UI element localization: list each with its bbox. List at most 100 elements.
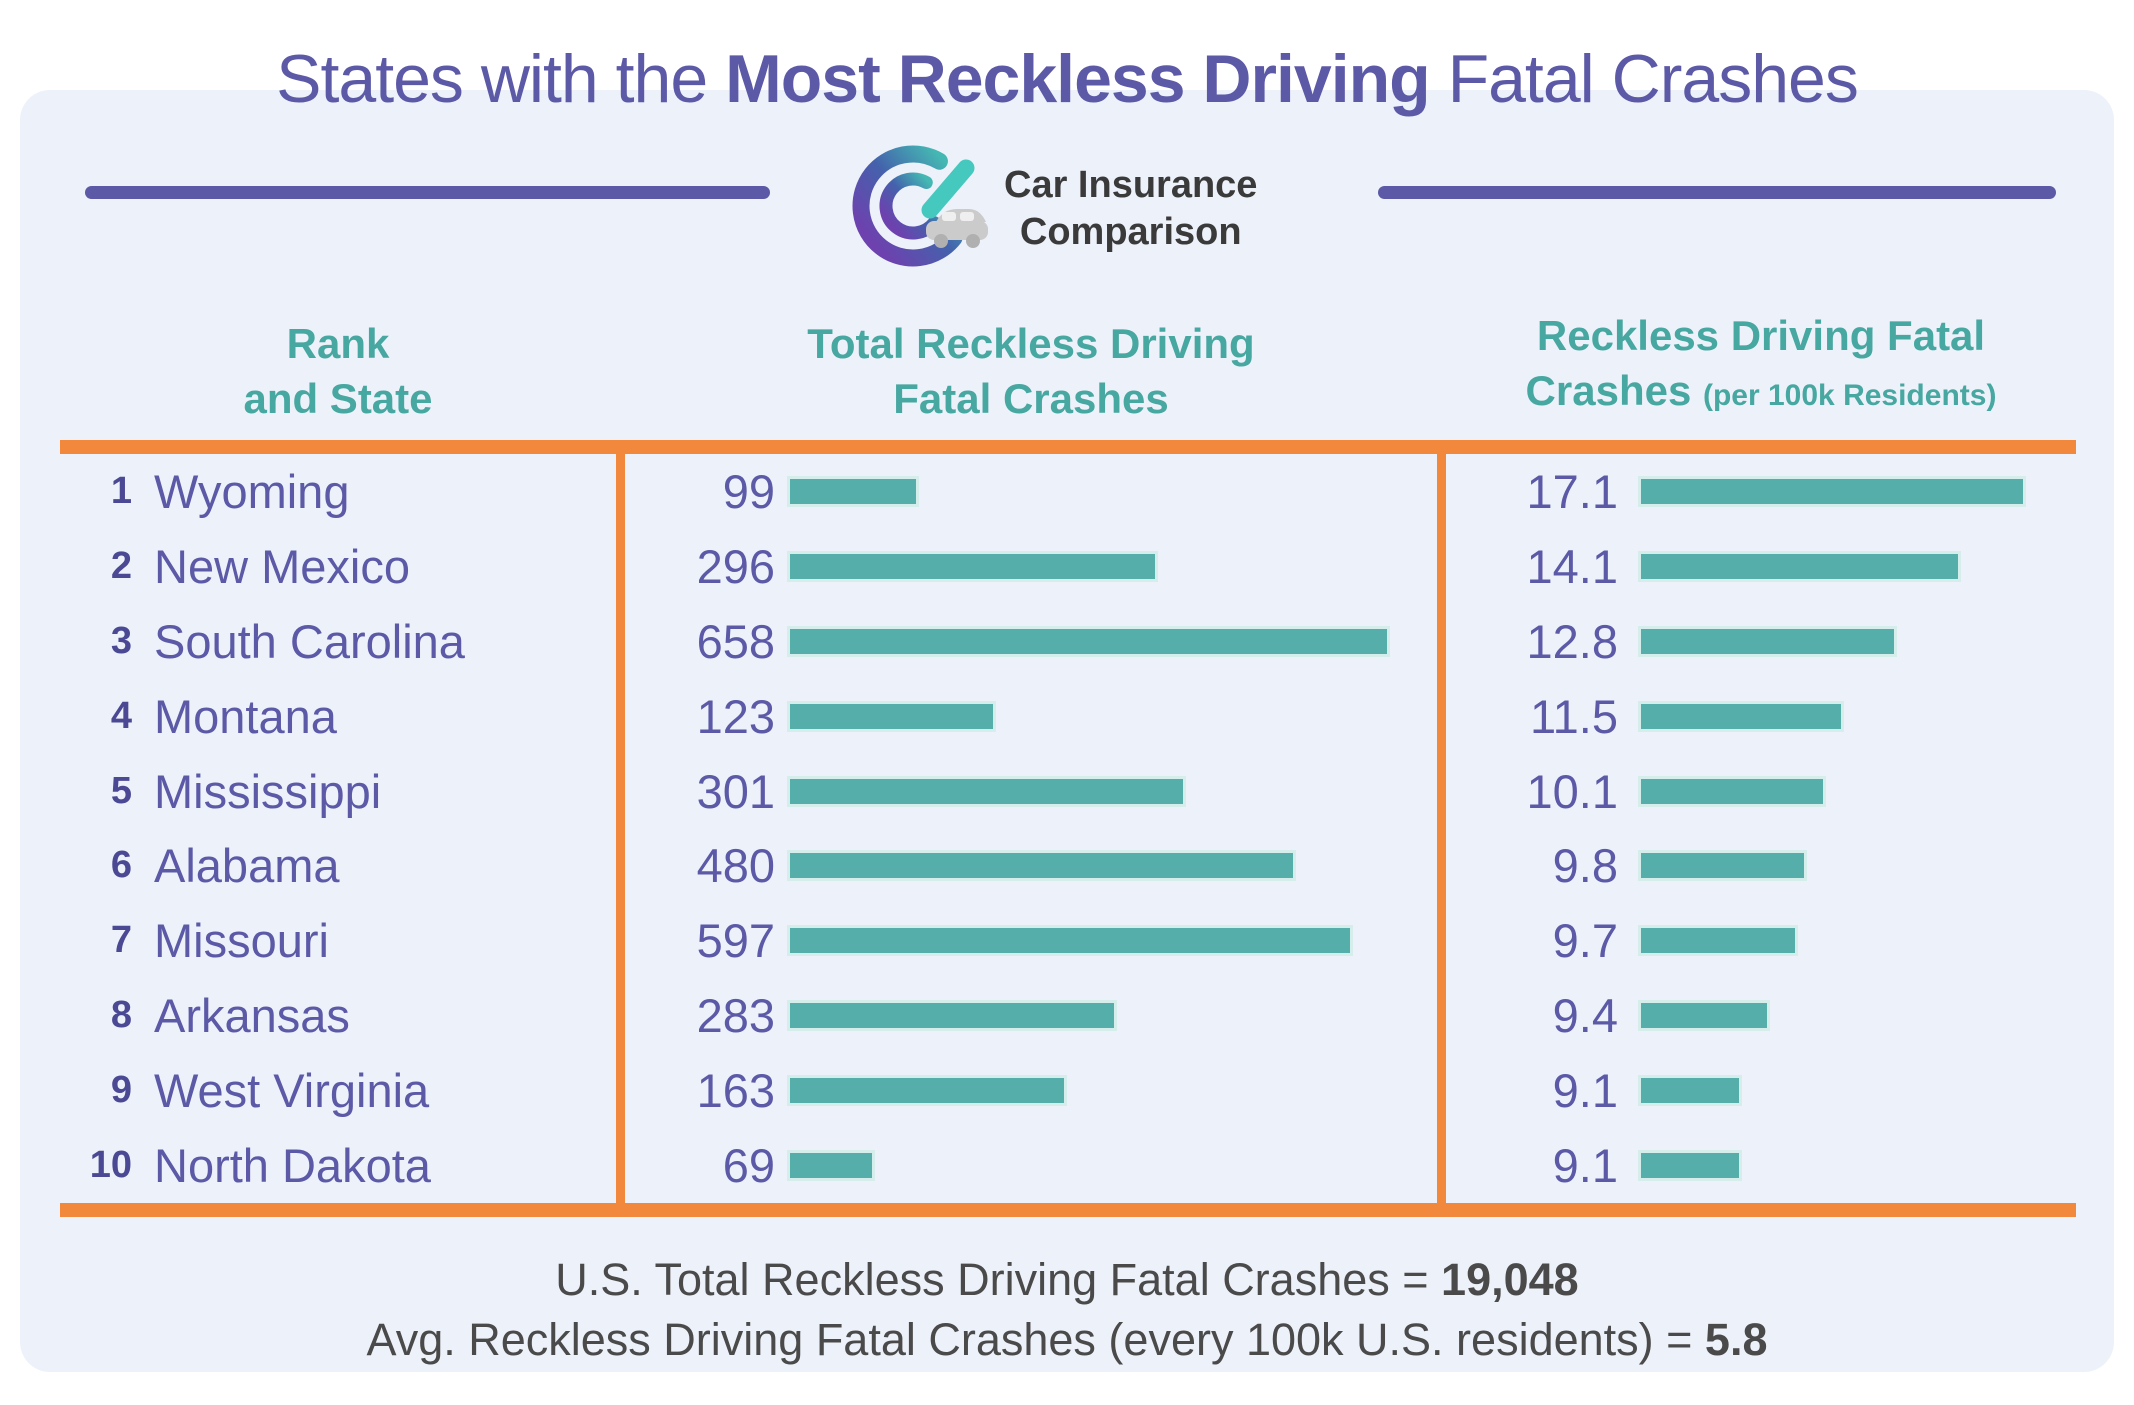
table-row: 9 West Virginia 163 9.1 — [60, 1063, 2076, 1118]
per100k-value: 9.4 — [1552, 989, 1618, 1043]
total-value: 597 — [696, 914, 775, 968]
table-row: 1 Wyoming 99 17.1 — [60, 464, 2076, 519]
footer-line2-text: Avg. Reckless Driving Fatal Crashes (eve… — [366, 1313, 1705, 1365]
total-bar — [787, 1000, 1117, 1032]
per100k-value: 14.1 — [1526, 539, 1618, 593]
per100k-cell: 14.1 — [1446, 539, 2076, 594]
table-border-bottom — [60, 1203, 2076, 1217]
table-divider-2 — [1437, 440, 1446, 1217]
per100k-bar — [1638, 1000, 1770, 1032]
footer-line2-value: 5.8 — [1704, 1313, 1768, 1365]
total-value: 658 — [696, 614, 775, 668]
rank-state-cell: 10 North Dakota — [60, 1138, 625, 1193]
per100k-cell: 9.8 — [1446, 838, 2076, 893]
total-value: 123 — [696, 689, 775, 743]
rank-label: 10 — [89, 1143, 132, 1186]
state-label: Wyoming — [154, 464, 350, 518]
total-value: 283 — [696, 989, 775, 1043]
per100k-value: 9.7 — [1552, 914, 1618, 968]
total-bar — [787, 550, 1158, 582]
per100k-value: 9.1 — [1552, 1138, 1618, 1192]
car-icon — [926, 209, 988, 248]
table-border-top — [60, 440, 2076, 454]
brand-logo-text: Car Insurance Comparison — [1004, 162, 1257, 255]
total-cell: 296 — [625, 539, 1446, 594]
per100k-bar — [1638, 700, 1844, 732]
per100k-bar — [1638, 925, 1798, 957]
rank-state-cell: 4 Montana — [60, 689, 625, 744]
per100k-bar — [1638, 850, 1807, 882]
rank-label: 9 — [110, 1069, 132, 1112]
per100k-value: 17.1 — [1526, 464, 1618, 518]
total-cell: 658 — [625, 614, 1446, 669]
rank-label: 3 — [110, 619, 132, 662]
total-cell: 283 — [625, 988, 1446, 1043]
brand-line2: Comparison — [1019, 210, 1242, 253]
footer-line1: U.S. Total Reckless Driving Fatal Crashe… — [0, 1250, 2134, 1310]
per100k-value: 11.5 — [1530, 689, 1618, 743]
title-pre: States with the — [276, 41, 726, 117]
rank-state-cell: 5 Mississippi — [60, 764, 625, 819]
table-row: 2 New Mexico 296 14.1 — [60, 539, 2076, 594]
per100k-cell: 11.5 — [1446, 689, 2076, 744]
per100k-cell: 12.8 — [1446, 614, 2076, 669]
rank-state-cell: 2 New Mexico — [60, 539, 625, 594]
table-divider-1 — [616, 440, 625, 1217]
total-bar — [787, 625, 1390, 657]
total-bar — [787, 1149, 875, 1181]
column-header-per100k: Reckless Driving Fatal Crashes (per 100k… — [1446, 308, 2076, 419]
summary-footer: U.S. Total Reckless Driving Fatal Crashe… — [0, 1250, 2134, 1370]
total-bar — [787, 700, 996, 732]
table-row: 6 Alabama 480 9.8 — [60, 838, 2076, 893]
table-row: 3 South Carolina 658 12.8 — [60, 614, 2076, 669]
state-label: South Carolina — [154, 614, 465, 668]
total-bar — [787, 1075, 1067, 1107]
car-insurance-comparison-logo-icon — [850, 140, 990, 277]
state-label: West Virginia — [154, 1064, 430, 1118]
divider-rule-left — [85, 186, 770, 199]
per100k-bar — [1638, 475, 2026, 507]
total-value: 301 — [696, 764, 775, 818]
total-bar — [787, 475, 919, 507]
total-value: 296 — [696, 539, 775, 593]
per100k-value: 12.8 — [1526, 614, 1618, 668]
brand-logo: Car Insurance Comparison — [850, 140, 1257, 277]
per100k-header-line2: Crashes — [1525, 367, 1703, 415]
data-table: 1 Wyoming 99 17.1 2 New Mexico 296 14.1 … — [60, 440, 2076, 1217]
per100k-cell: 9.7 — [1446, 913, 2076, 968]
total-header-line2: Fatal Crashes — [893, 375, 1169, 423]
per100k-cell: 9.1 — [1446, 1063, 2076, 1118]
page-title: States with the Most Reckless Driving Fa… — [0, 40, 2134, 118]
title-bold: Most Reckless Driving — [725, 41, 1431, 117]
per100k-cell: 10.1 — [1446, 764, 2076, 819]
total-cell: 163 — [625, 1063, 1446, 1118]
state-label: Mississippi — [154, 764, 382, 818]
total-value: 480 — [696, 839, 775, 893]
state-label: Alabama — [154, 839, 340, 893]
per100k-value: 9.8 — [1552, 839, 1618, 893]
state-label: North Dakota — [154, 1138, 431, 1192]
total-cell: 123 — [625, 689, 1446, 744]
rank-label: 6 — [110, 844, 132, 887]
table-row: 8 Arkansas 283 9.4 — [60, 988, 2076, 1043]
table-row: 10 North Dakota 69 9.1 — [60, 1138, 2076, 1193]
rank-label: 4 — [110, 694, 132, 737]
per100k-header-subnote: (per 100k Residents) — [1702, 379, 1997, 413]
total-bar — [787, 925, 1353, 957]
per100k-bar — [1638, 550, 1961, 582]
per100k-bar — [1638, 1149, 1742, 1181]
total-cell: 597 — [625, 913, 1446, 968]
total-cell: 301 — [625, 764, 1446, 819]
per100k-cell: 17.1 — [1446, 464, 2076, 519]
per100k-bar — [1638, 625, 1897, 657]
table-rows: 1 Wyoming 99 17.1 2 New Mexico 296 14.1 … — [60, 454, 2076, 1203]
per100k-header-line1: Reckless Driving Fatal — [1536, 312, 1986, 359]
rank-label: 8 — [110, 994, 132, 1037]
rank-label: 5 — [110, 769, 132, 812]
state-label: Arkansas — [154, 989, 350, 1043]
brand-line1: Car Insurance — [1004, 164, 1258, 207]
footer-line1-text: U.S. Total Reckless Driving Fatal Crashe… — [555, 1254, 1442, 1305]
column-header-total: Total Reckless Driving Fatal Crashes — [625, 316, 1437, 427]
per100k-cell: 9.1 — [1446, 1138, 2076, 1193]
per100k-value: 10.1 — [1526, 764, 1618, 818]
